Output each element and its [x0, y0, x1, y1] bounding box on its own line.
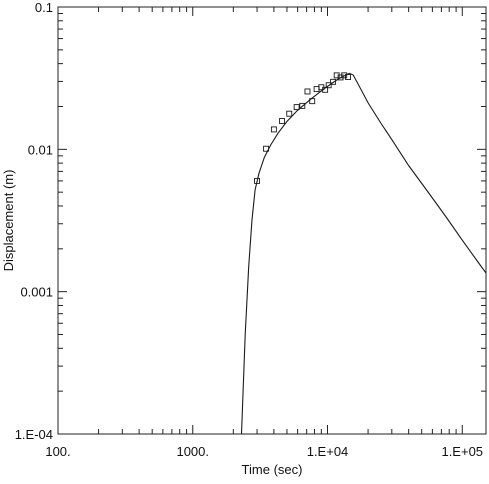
y-tick-label: 1.E-04	[15, 427, 53, 442]
data-point-marker	[286, 110, 293, 117]
data-point-marker	[293, 104, 300, 111]
y-axis-title: Displacement (m)	[1, 170, 16, 272]
x-tick-label: 100.	[45, 444, 70, 459]
data-point-marker	[325, 82, 332, 89]
x-tick-label: 1.E+04	[307, 444, 349, 459]
y-tick-label: 0.01	[28, 142, 53, 157]
data-point-marker	[345, 74, 351, 80]
x-tick-label: 1000.	[176, 444, 209, 459]
x-tick-label: 1.E+05	[441, 444, 483, 459]
measured-points-layer	[254, 72, 351, 184]
data-point-marker	[270, 126, 277, 133]
y-tick-label: 0.001	[20, 285, 53, 300]
plot-frame	[57, 6, 487, 435]
data-point-marker	[304, 88, 311, 95]
data-point-marker	[254, 177, 261, 184]
data-point-marker	[322, 86, 329, 93]
data-point-marker	[299, 102, 306, 109]
tick-labels: 100. 1000. 1.E+04 1.E+05 1.E-04 0.001 0.01 0.1	[15, 0, 483, 459]
data-point-marker	[263, 145, 270, 152]
axis-ticks	[57, 6, 486, 435]
y-tick-label: 0.1	[35, 0, 53, 15]
data-point-marker	[341, 72, 348, 79]
data-point-marker	[279, 118, 286, 125]
x-axis-title: Time (sec)	[242, 462, 303, 477]
data-point-marker	[330, 78, 337, 85]
data-point-marker	[309, 98, 316, 105]
